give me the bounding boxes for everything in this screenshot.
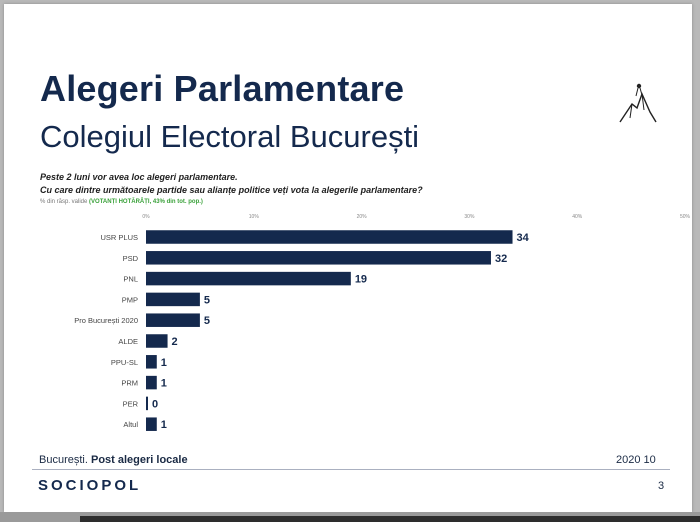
data-label: 2 — [172, 336, 178, 348]
category-label: PNL — [123, 275, 138, 284]
footer-divider — [32, 469, 670, 470]
x-tick-label: 30% — [464, 214, 475, 220]
page-number: 3 — [658, 480, 665, 492]
sample-note: % din răsp. valide (VOTANȚI HOTĂRÂȚI, 43… — [40, 199, 203, 205]
footer-location: București. — [39, 454, 88, 466]
data-label: 0 — [152, 398, 158, 410]
category-label: Pro București 2020 — [74, 316, 138, 325]
mountain-logo-icon — [619, 83, 657, 123]
bar — [146, 355, 157, 369]
data-label: 5 — [204, 294, 210, 306]
note-highlight: (VOTANȚI HOTĂRÂȚI, 43% din tot. pop.) — [89, 199, 203, 205]
data-label: 34 — [517, 232, 530, 244]
bar — [146, 334, 168, 348]
bar-chart: 0% 10% 20% 30% 40% 50% USR PLUS 34 PSD 32 PNL 19 PMP… — [74, 214, 691, 431]
bar — [146, 251, 491, 265]
x-tick-label: 20% — [357, 214, 368, 220]
category-label: USR PLUS — [100, 233, 138, 242]
footer-date: 2020 10 — [616, 454, 656, 466]
category-label: PER — [123, 399, 139, 408]
bar — [146, 230, 513, 244]
footer-source: București. Post alegeri locale — [39, 454, 188, 466]
x-tick-label: 50% — [680, 214, 691, 220]
category-label: Altul — [123, 420, 138, 429]
bar — [146, 271, 351, 286]
x-tick-label: 40% — [572, 214, 583, 220]
question-line-2: Cu care dintre următoarele partide sau a… — [40, 185, 423, 195]
bar — [146, 417, 157, 431]
bottom-strip — [0, 512, 700, 522]
bar — [146, 396, 148, 411]
bar — [146, 375, 157, 390]
page-subtitle: Colegiul Electoral București — [40, 119, 420, 154]
slide: Alegeri Parlamentare Colegiul Electoral … — [4, 4, 692, 512]
survey-question: Peste 2 luni vor avea loc alegeri parlam… — [40, 171, 423, 197]
category-label: PPU-SL — [111, 358, 138, 367]
data-label: 19 — [355, 274, 367, 286]
page-title: Alegeri Parlamentare — [40, 68, 405, 109]
data-label: 1 — [161, 378, 167, 390]
x-tick-label: 10% — [249, 214, 260, 220]
data-label: 1 — [161, 419, 167, 431]
data-label: 5 — [204, 315, 210, 327]
brand-logo: SOCIOPOL — [38, 477, 142, 494]
data-label: 32 — [495, 253, 507, 265]
x-tick-label: 0% — [142, 214, 150, 220]
note-prefix: % din răsp. valide — [40, 199, 88, 205]
category-label: PSD — [123, 254, 139, 263]
bar — [146, 313, 200, 327]
data-label: 1 — [161, 357, 167, 369]
bar — [146, 292, 200, 307]
category-label: PMP — [122, 295, 138, 304]
question-line-1: Peste 2 luni vor avea loc alegeri parlam… — [40, 172, 238, 182]
category-label: PRM — [121, 379, 138, 388]
category-label: ALDE — [118, 337, 138, 346]
footer-context: Post alegeri locale — [90, 454, 188, 466]
